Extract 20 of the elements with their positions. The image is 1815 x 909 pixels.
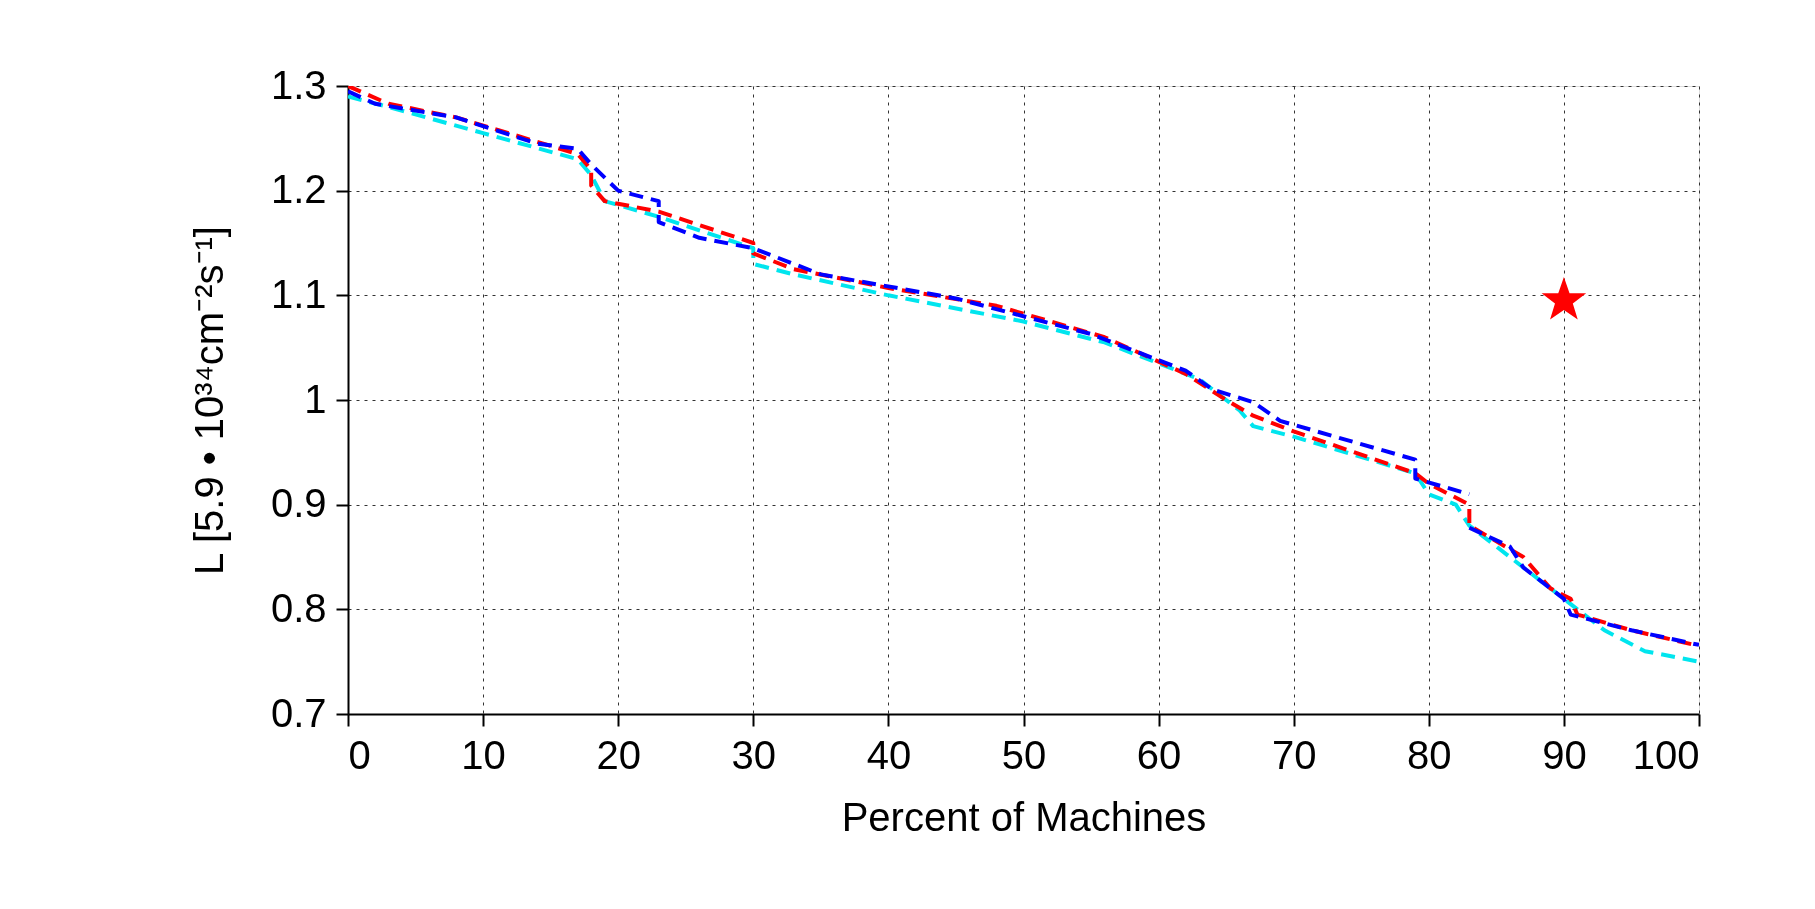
y-tick-label: 1 — [304, 376, 327, 421]
y-tick-label: 1.3 — [270, 62, 327, 107]
x-tick-label: 40 — [866, 732, 912, 777]
x-tick-label: 60 — [1136, 732, 1182, 777]
y-tick-label: 0.9 — [270, 481, 327, 526]
y-axis-title: L [5.9 • 10³⁴cm⁻²s⁻¹] — [186, 226, 231, 575]
y-tick-label: 0.8 — [270, 585, 327, 630]
x-tick-label: 80 — [1407, 732, 1452, 777]
x-axis-title: Percent of Machines — [841, 794, 1207, 839]
x-tick-label: 20 — [596, 732, 641, 777]
x-tick-label: 10 — [461, 732, 506, 777]
y-tick-label: 1.2 — [270, 167, 327, 212]
x-tick-label: 30 — [731, 732, 777, 777]
x-tick-label: 50 — [1001, 732, 1047, 777]
x-tick-label: 90 — [1542, 732, 1587, 777]
x-tick-label: 70 — [1271, 732, 1317, 777]
x-tick-label: 100 — [1632, 732, 1700, 777]
x-tick-label: 0 — [348, 732, 371, 777]
y-tick-label: 1.1 — [270, 271, 327, 316]
y-tick-label: 0.7 — [270, 690, 327, 735]
